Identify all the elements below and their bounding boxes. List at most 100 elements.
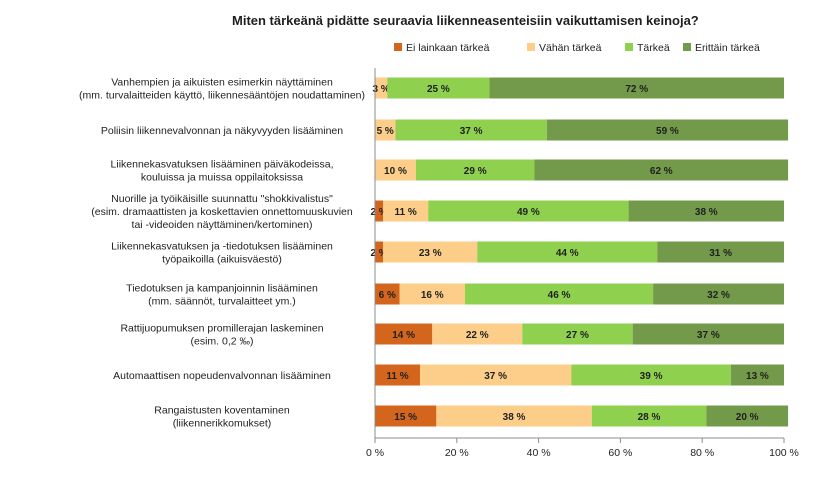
category-label: Rangaistusten koventaminen (liikennerikko… (154, 405, 290, 430)
data-label: 38 % (695, 207, 718, 218)
category-label-line: Rattijuopumuksen promillerajan laskemine… (120, 323, 323, 335)
bar-segment (419, 364, 572, 386)
data-label: 15 % (394, 412, 417, 423)
x-tick-label: 80 % (690, 447, 714, 459)
bar-segment (375, 159, 416, 181)
data-label: 44 % (556, 248, 579, 259)
bar-segment (489, 77, 784, 99)
bar-segment (571, 364, 731, 386)
data-label: 39 % (640, 371, 663, 382)
data-label: 37 % (697, 330, 720, 341)
x-tick-label: 100 % (769, 447, 799, 459)
legend-label: Ei lainkaan tärkeä (406, 42, 490, 54)
data-label: 2 % (370, 207, 387, 218)
x-tick-label: 20 % (445, 447, 469, 459)
bar-segment (375, 405, 437, 427)
x-tick-label: 0 % (366, 447, 384, 459)
data-label: 38 % (503, 412, 526, 423)
data-label: 14 % (392, 330, 415, 341)
data-label: 72 % (625, 84, 648, 95)
bar-segment (375, 364, 420, 386)
x-tick-label: 40 % (527, 447, 551, 459)
category-label: Liikennekasvatuksen lisääminen päiväkode… (111, 159, 334, 184)
bar-segment (436, 405, 592, 427)
data-label: 46 % (548, 290, 571, 301)
data-label: 25 % (427, 84, 450, 95)
legend: Ei lainkaan tärkeä Vähän tärkeä Tärkeä Erit… (394, 42, 760, 54)
data-label: 29 % (464, 166, 487, 177)
category-label: Liikennekasvatuksen ja -tiedotuksen lisä… (111, 241, 333, 266)
legend-label: Tärkeä (637, 42, 670, 54)
category-label-line: (mm. turvalaitteiden käyttö, liikennesää… (79, 90, 365, 102)
category-label: Automaattisen nopeudenvalvonnan lisäämin… (113, 370, 331, 382)
category-label-line: tai -videoiden näyttäminen/kertominen) (132, 219, 313, 231)
data-label: 49 % (517, 207, 540, 218)
data-label: 37 % (484, 371, 507, 382)
category-label-line: Liikennekasvatuksen lisääminen päiväkode… (111, 159, 334, 171)
data-label: 11 % (395, 207, 417, 218)
bar-segment (477, 241, 658, 263)
bar-segment (522, 323, 633, 345)
data-label: 10 % (384, 166, 407, 177)
chart-title: Miten tärkeänä pidätte seuraavia liikenn… (232, 13, 699, 28)
data-label: 22 % (466, 330, 489, 341)
data-label: 28 % (638, 412, 661, 423)
bar-segment (432, 323, 523, 345)
bar-segment (395, 119, 547, 141)
category-label: Tiedotuksen ja kampanjoinnin lisääminen(… (126, 283, 318, 308)
data-label: 27 % (566, 330, 589, 341)
bar-segment (375, 77, 388, 99)
category-label: Vanhempien ja aikuisten esimerkin näyttä… (79, 77, 365, 102)
category-label-line: (esim. 0,2 ‰) (190, 336, 253, 348)
bar-segment (375, 323, 433, 345)
data-label: 11 % (386, 371, 408, 382)
data-label: 13 % (746, 371, 769, 382)
legend-swatch (394, 43, 402, 51)
category-label-line: kouluissa ja muissa oppilaitoksissa (141, 172, 303, 184)
bar-segment (657, 241, 784, 263)
bar-segment (375, 200, 384, 222)
bar-segment (375, 119, 396, 141)
data-label: 62 % (650, 166, 673, 177)
category-label: Rattijuopumuksen promillerajan laskemine… (120, 323, 323, 348)
bar-segment (546, 119, 789, 141)
bars: 3 % 25 % 72 % 5 % 37 % 59 % 10 % 29 % 62 % 2 % 11 … (370, 77, 789, 427)
category-label: Poliisin liikennevalvonnan ja näkyvyyden… (101, 125, 343, 137)
bar-segment (383, 200, 429, 222)
data-label: 3 % (373, 84, 390, 95)
category-label: Nuorille ja työikäisille suunnattu "shok… (91, 193, 353, 231)
data-label: 2 % (370, 248, 387, 259)
category-label-line: Poliisin liikennevalvonnan ja näkyvyyden… (101, 125, 343, 137)
category-label-line: Tiedotuksen ja kampanjoinnin lisääminen (126, 283, 318, 295)
category-label-line: Liikennekasvatuksen ja -tiedotuksen lisä… (111, 241, 333, 253)
category-label-line: (liikennerikkomukset) (173, 418, 272, 430)
data-label: 31 % (709, 248, 732, 259)
bar-segment (428, 200, 629, 222)
data-label: 16 % (421, 290, 444, 301)
bar-segment (632, 323, 784, 345)
data-label: 23 % (419, 248, 442, 259)
bar-segment (415, 159, 535, 181)
bar-segment (375, 283, 400, 305)
bar-segment (534, 159, 789, 181)
bar-segment (464, 283, 654, 305)
bar-segment (375, 241, 384, 263)
legend-swatch (683, 43, 691, 51)
data-label: 6 % (379, 290, 396, 301)
legend-swatch (527, 43, 535, 51)
legend-label: Erittäin tärkeä (695, 42, 760, 54)
x-axis: 0 % 20 % 40 % 60 % 80 % 100 % (366, 68, 799, 459)
bar-segment (387, 77, 490, 99)
category-label-line: (mm. säännöt, turvalaitteet ym.) (148, 296, 296, 308)
category-label-line: työpaikoilla (aikuisväestö) (162, 254, 282, 266)
category-labels: Vanhempien ja aikuisten esimerkin näyttä… (79, 77, 365, 430)
data-label: 59 % (656, 126, 679, 137)
category-label-line: Rangaistusten koventaminen (154, 405, 290, 417)
bar-segment (628, 200, 784, 222)
bar-segment (706, 405, 789, 427)
bar-segment (730, 364, 784, 386)
data-label: 32 % (707, 290, 730, 301)
data-label: 20 % (736, 412, 759, 423)
